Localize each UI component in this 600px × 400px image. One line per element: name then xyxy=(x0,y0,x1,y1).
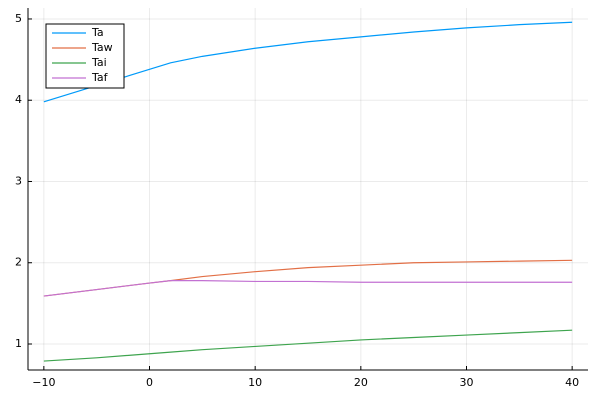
series-line xyxy=(43,21,573,103)
y-tick-label: 4 xyxy=(15,93,22,106)
x-tick-label: 40 xyxy=(565,376,579,389)
x-tick-label: 30 xyxy=(459,376,473,389)
series-line xyxy=(43,280,573,297)
x-tick-label: −10 xyxy=(32,376,55,389)
y-tick-label: 2 xyxy=(15,256,22,269)
y-tick-label: 1 xyxy=(15,337,22,350)
legend-label: Taf xyxy=(91,71,109,84)
legend-box xyxy=(45,23,125,89)
y-tick-label: 3 xyxy=(15,174,22,187)
x-tick-label: 0 xyxy=(146,376,153,389)
legend-label: Tai xyxy=(91,56,107,69)
series-line xyxy=(43,259,573,297)
x-tick-label: 20 xyxy=(354,376,368,389)
legend-label: Taw xyxy=(91,41,113,54)
series-line xyxy=(43,329,573,362)
legend-label: Ta xyxy=(91,26,104,39)
y-tick-label: 5 xyxy=(15,12,22,25)
x-tick-label: 10 xyxy=(248,376,262,389)
